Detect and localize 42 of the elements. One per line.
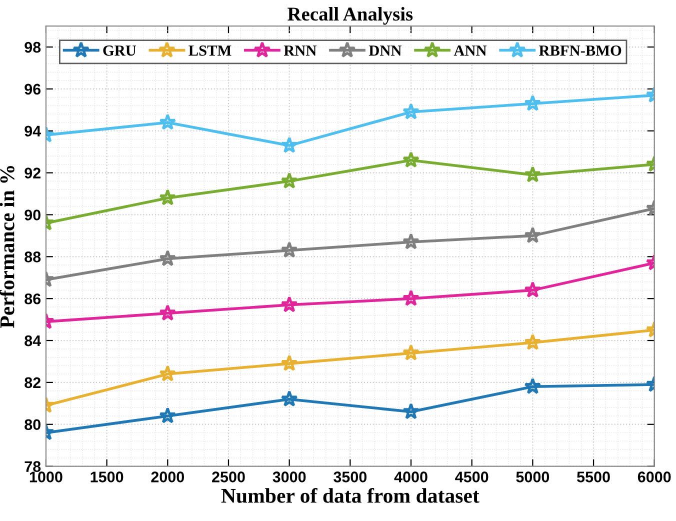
legend-label: LSTM: [188, 45, 232, 56]
y-tick-label: 88: [24, 252, 41, 262]
y-tick-label: 92: [24, 168, 40, 178]
y-tick-label: 82: [24, 377, 40, 388]
x-tick-label: 2500: [212, 472, 245, 482]
point: [402, 233, 420, 250]
x-tick-label: 4000: [394, 472, 428, 482]
y-tick-label: 78: [24, 461, 41, 472]
legend-label: GRU: [103, 45, 136, 56]
point: [402, 151, 420, 168]
x-tick-label: 5500: [577, 472, 610, 482]
x-tick-label: 4500: [455, 472, 488, 482]
x-tick-label: 3000: [272, 472, 306, 482]
point: [280, 241, 298, 258]
y-tick-label: 96: [24, 84, 41, 95]
x-tick-label: 1500: [90, 472, 124, 482]
point: [280, 172, 298, 189]
x-axis-title: Number of data from dataset: [221, 488, 480, 503]
point: [402, 344, 420, 361]
y-tick-label: 84: [24, 335, 42, 346]
point: [280, 390, 298, 407]
point: [280, 136, 298, 153]
x-tick-label: 2000: [151, 472, 184, 482]
y-tick-label: 80: [24, 419, 40, 430]
x-tick-label: 6000: [638, 472, 671, 482]
point: [402, 103, 420, 120]
legend-label: RNN: [284, 46, 317, 56]
y-tick-label: 86: [24, 293, 41, 304]
x-tick-label: 1000: [30, 472, 62, 482]
legend-label: DNN: [368, 46, 402, 56]
y-tick-label: 98: [24, 42, 41, 53]
point: [280, 296, 298, 312]
chart-title: Recall Analysis: [288, 7, 413, 25]
legend-label: RBFN-BMO: [539, 45, 622, 56]
y-tick-label: 90: [24, 210, 40, 220]
point: [402, 290, 420, 306]
point: [280, 354, 298, 371]
y-tick-label: 94: [24, 126, 42, 137]
x-tick-label: 5000: [516, 472, 550, 482]
legend-label: ANN: [454, 45, 487, 56]
point: [402, 402, 420, 420]
x-tick-label: 3500: [334, 472, 367, 482]
